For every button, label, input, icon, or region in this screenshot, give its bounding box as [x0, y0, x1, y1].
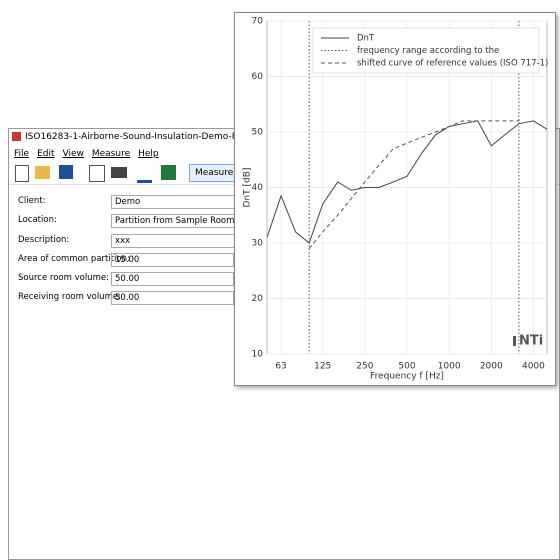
x-tick-label: 63 [275, 362, 286, 372]
menu-item[interactable]: Measure [91, 149, 131, 159]
x-tick-label: 250 [356, 362, 373, 372]
x-tick-label: 500 [398, 362, 415, 372]
form-label: Area of common partition: [18, 254, 130, 264]
x-tick-label: 2000 [480, 362, 503, 372]
result-window: 10 20 30 40 50 60 70 63 125 250 500 1000 2000 4000 Fre… [234, 12, 556, 386]
x-tick-label: 4000 [522, 362, 545, 372]
form-label: Source room volume: [18, 273, 109, 283]
legend-label: frequency range according to the [357, 46, 499, 56]
window-title: ISO16283-1-Airborne-Sound-Insulation-Dem… [25, 132, 309, 142]
y-axis-label: DnT [dB] [243, 168, 253, 208]
y-tick-label: 20 [252, 294, 264, 304]
menu-item[interactable]: File [14, 149, 30, 159]
series-line [267, 120, 547, 244]
y-tick-label: 50 [252, 128, 264, 138]
legend-label: DnT [357, 34, 375, 44]
new-icon[interactable] [15, 165, 29, 182]
legend-box [312, 27, 540, 74]
y-tick-label: 70 [252, 17, 264, 27]
form-label: Receiving room volume: [18, 292, 121, 302]
logo-mark [513, 336, 516, 346]
form-input[interactable]: 50.00 [111, 291, 234, 305]
form-label: Client: [18, 196, 46, 206]
y-tick-label: 30 [252, 239, 264, 249]
open-icon[interactable] [35, 166, 50, 179]
y-tick-label: 10 [252, 350, 264, 360]
series-line [308, 120, 519, 249]
form-input[interactable]: 15.00 [111, 253, 234, 267]
export-icon[interactable] [137, 165, 152, 183]
form-label: Location: [18, 215, 57, 225]
form-label: Description: [18, 235, 70, 245]
menu-bar: File Edit View Measure Help [9, 147, 162, 161]
dnt-chart: 10 20 30 40 50 60 70 63 125 250 500 1000 2000 4000 Fre… [243, 17, 549, 382]
print-icon[interactable] [111, 167, 127, 178]
menu-item[interactable]: Help [138, 149, 159, 159]
excel-icon[interactable] [161, 165, 176, 180]
save-icon[interactable] [59, 165, 73, 179]
y-tick-label: 60 [252, 72, 264, 82]
x-tick-label: 1000 [438, 362, 461, 372]
x-axis-label: Frequency f [Hz] [370, 372, 444, 382]
x-tick-label: 125 [314, 362, 331, 372]
menu-item[interactable]: Edit [37, 149, 55, 159]
preview-icon[interactable] [89, 165, 105, 182]
title-bar: ISO16283-1-Airborne-Sound-Insulation-Dem… [9, 129, 559, 145]
app-icon [12, 132, 21, 141]
logo: NTi [519, 334, 543, 349]
y-tick-label: 40 [252, 183, 264, 193]
menu-item[interactable]: View [62, 149, 84, 159]
legend-label: shifted curve of reference values (ISO 7… [357, 59, 548, 69]
form-input[interactable]: 50.00 [111, 272, 234, 286]
